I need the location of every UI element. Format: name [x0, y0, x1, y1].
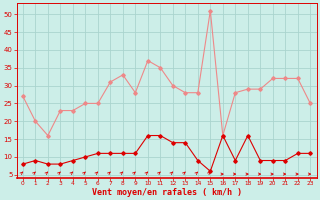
- X-axis label: Vent moyen/en rafales ( km/h ): Vent moyen/en rafales ( km/h ): [92, 188, 242, 197]
